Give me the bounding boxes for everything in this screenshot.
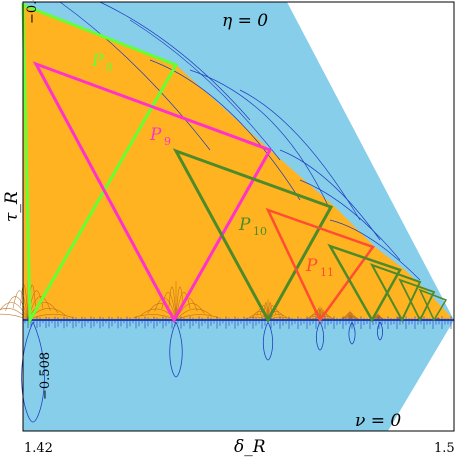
region-outlines (21, 2, 448, 326)
boundary-arc (99, 1, 251, 121)
label-p11: P 11 (305, 256, 334, 279)
p15-outline (418, 288, 448, 322)
x-min-tick-label: 1.42 (24, 441, 53, 456)
fractal-filament (0, 302, 29, 321)
p9-subscript: 9 (164, 135, 171, 148)
x-axis-label: δ_R (234, 437, 266, 457)
fractal-filament (5, 296, 29, 321)
fractal-filament (154, 297, 177, 321)
leaf-loop (315, 321, 325, 351)
boundary-arc (299, 179, 401, 261)
fractal-filament (0, 313, 29, 321)
p8-subscript: 8 (106, 61, 113, 74)
fractal-filament (168, 286, 177, 321)
fractal-filament (267, 302, 273, 321)
label-p8: P 8 (91, 51, 113, 74)
p9-label-text: P (149, 125, 162, 145)
fractal-filament (12, 290, 29, 321)
p8-label-text: P (91, 51, 104, 71)
boundary-arc (149, 59, 301, 201)
leaf-loop (21, 321, 45, 423)
label-p10: P 10 (238, 215, 267, 238)
leaf-loop (169, 321, 183, 378)
fractal-filament (263, 302, 269, 321)
p8-outline (21, 2, 179, 326)
label-p9: P 9 (149, 125, 171, 148)
leaf-loop (348, 321, 356, 345)
p10-subscript: 10 (253, 225, 267, 238)
leaf-loop (262, 321, 274, 361)
fractal-filament (147, 303, 177, 321)
p11-outline (265, 207, 375, 323)
x-max-tick-label: 1.5 (434, 441, 455, 456)
nu-annotation: ν = 0 (355, 411, 401, 431)
boundary-arc (279, 149, 381, 241)
p12-outline (327, 243, 402, 323)
fractal-filament (175, 314, 219, 321)
eta-annotation: η = 0 (222, 11, 268, 31)
p11-subscript: 11 (320, 266, 334, 279)
y-bottom-tick-label: −0.508 (38, 352, 53, 400)
fractal-filament (175, 308, 212, 321)
fractal-filament (175, 286, 184, 321)
leaf-loop (377, 321, 383, 341)
y-axis-label: τ_R (2, 191, 22, 222)
p11-label-text: P (305, 256, 318, 276)
boundary-arc (189, 69, 331, 211)
fractal-filament (20, 284, 29, 321)
y-top-tick-label: −0.478 (25, 0, 40, 24)
fractal-filament (0, 308, 29, 321)
boundary-arc (239, 89, 361, 221)
plot-frame (22, 1, 455, 432)
p10-label-text: P (238, 215, 251, 235)
p10-outline (172, 148, 334, 324)
boundary-arc (59, 1, 211, 151)
boundary-arc (329, 219, 421, 281)
blue-curves (21, 1, 454, 423)
boundary-arc (129, 19, 281, 161)
